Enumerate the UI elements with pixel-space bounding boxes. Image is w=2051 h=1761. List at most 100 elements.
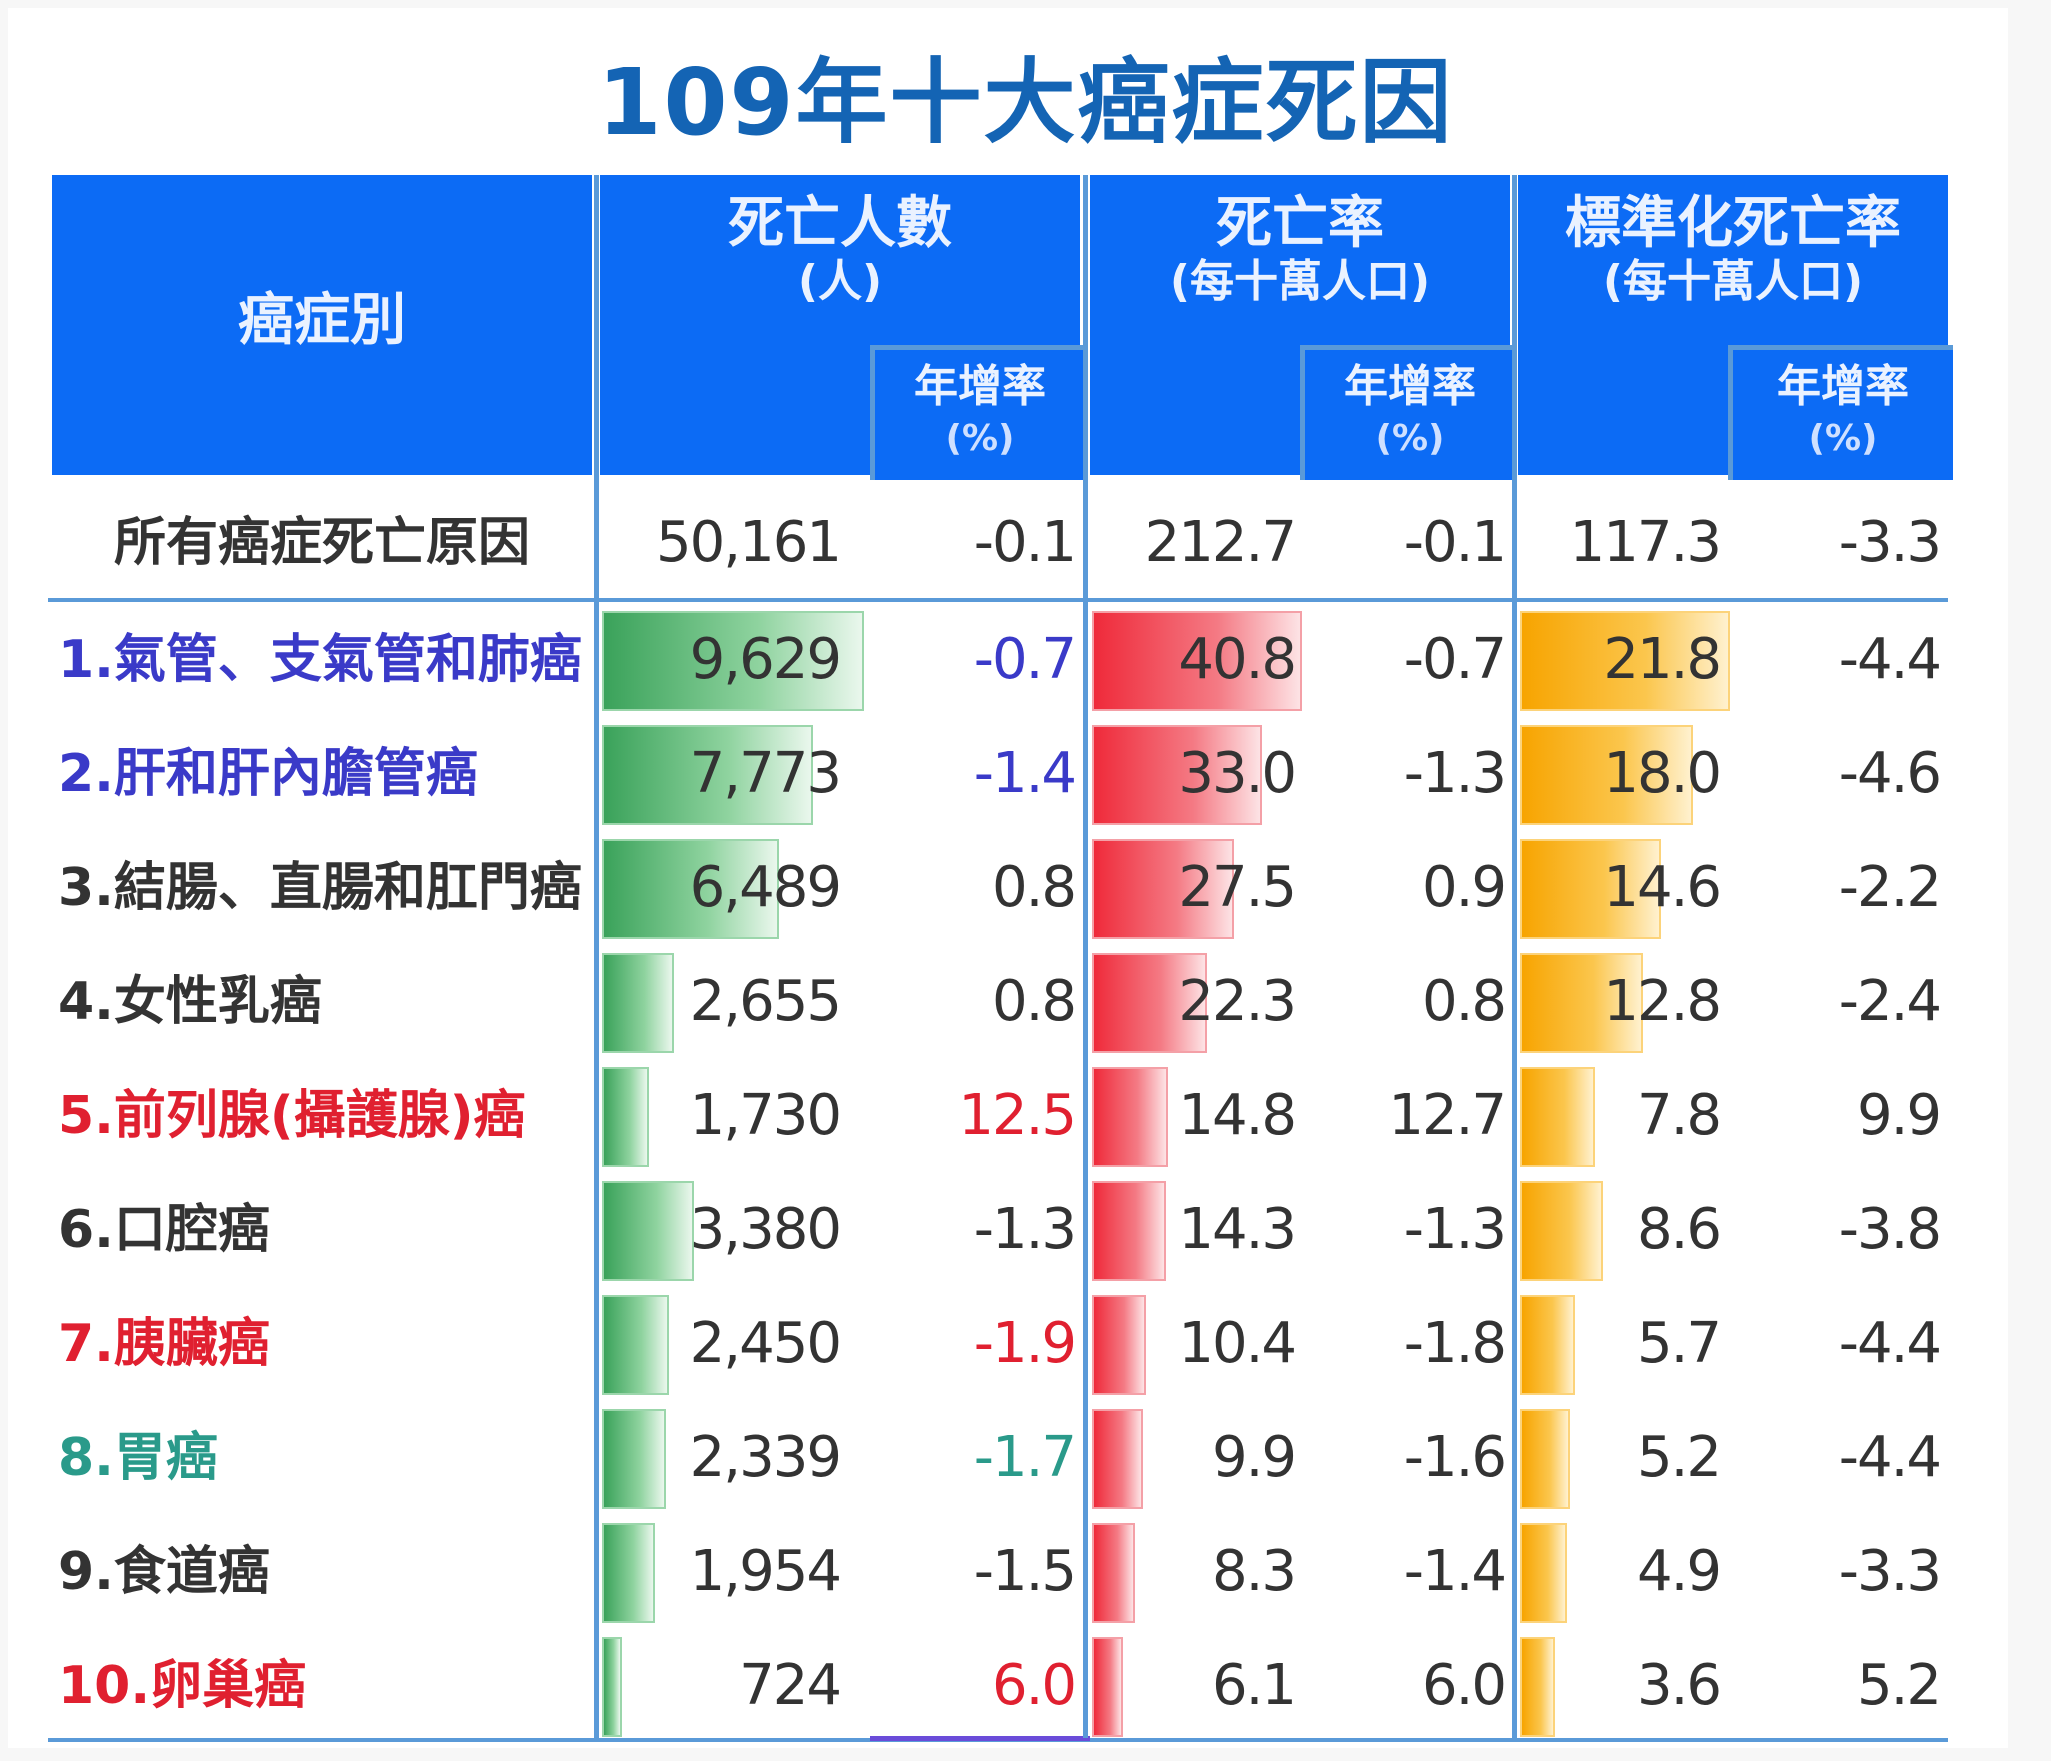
std-rate-bar	[1520, 1067, 1596, 1167]
std-rate-label: 8.6	[1636, 1197, 1722, 1262]
deaths-growth-label: 6.0	[991, 1653, 1077, 1718]
cancer-name: 1.氣管、支氣管和肺癌	[58, 630, 582, 690]
deaths-bar	[602, 1637, 622, 1737]
deaths-label: 6,489	[689, 855, 842, 920]
std-rate-growth-label: -4.4	[1838, 1311, 1942, 1376]
deaths-bar	[602, 725, 814, 825]
deaths-growth-label: -1.3	[973, 1197, 1077, 1262]
deaths-label: 7,773	[689, 741, 842, 806]
deaths-label: 3,380	[689, 1197, 842, 1262]
deaths-label: 9,629	[689, 627, 842, 692]
deaths-bar	[602, 1523, 656, 1623]
std-rate-bar	[1520, 1409, 1571, 1509]
rate-growth-label: -1.3	[1403, 1197, 1507, 1262]
rate-label: 33.0	[1178, 741, 1297, 806]
total-row-std-rate: 117.3	[1569, 510, 1722, 575]
divider-name	[594, 175, 599, 1738]
rate-label: 27.5	[1178, 855, 1297, 920]
std-rate-bar	[1520, 839, 1661, 939]
header-deaths-growth: 年增率 (%)	[870, 345, 1085, 480]
std-rate-growth-label: -3.8	[1838, 1197, 1942, 1262]
cancer-name: 8.胃癌	[58, 1428, 218, 1488]
header-deaths-growth-line2: (%)	[945, 418, 1015, 459]
deaths-bar	[602, 1295, 669, 1395]
header-rate-growth-line1: 年增率	[1344, 361, 1476, 412]
deaths-label: 724	[739, 1653, 842, 1718]
total-row-deaths: 50,161	[656, 510, 842, 575]
std-rate-label: 12.8	[1603, 969, 1722, 1034]
rate-bar	[1092, 1181, 1166, 1281]
total-row-deaths-growth: -0.1	[973, 510, 1077, 575]
deaths-growth-label: -0.7	[973, 627, 1077, 692]
deaths-bar	[602, 953, 675, 1053]
cancer-name: 4.女性乳癌	[58, 972, 322, 1032]
deaths-bar	[602, 611, 864, 711]
cancer-name: 6.口腔癌	[58, 1200, 270, 1260]
total-row-rate-growth: -0.1	[1403, 510, 1507, 575]
std-rate-growth-label: 5.2	[1856, 1653, 1942, 1718]
header-cancer-type: 癌症別	[52, 175, 592, 475]
cancer-name: 2.肝和肝內膽管癌	[58, 744, 478, 804]
bottom-accent-line	[870, 1736, 1090, 1741]
divider-rate	[1512, 175, 1517, 1738]
header-rate-growth-line2: (%)	[1375, 418, 1445, 459]
total-row-name: 所有癌症死亡原因	[113, 513, 530, 573]
rate-bar	[1092, 1637, 1124, 1737]
cancer-name: 5.前列腺(攝護腺)癌	[58, 1086, 526, 1146]
deaths-label: 2,339	[689, 1425, 842, 1490]
std-rate-bar	[1520, 1295, 1575, 1395]
total-row-std-rate-growth: -3.3	[1838, 510, 1942, 575]
cancer-name: 7.胰臟癌	[58, 1314, 270, 1374]
rate-growth-label: -1.4	[1403, 1539, 1507, 1604]
std-rate-bar	[1520, 1523, 1568, 1623]
rate-label: 22.3	[1178, 969, 1297, 1034]
header-deaths-line2: (人)	[797, 256, 883, 307]
rate-growth-label: 0.8	[1421, 969, 1507, 1034]
rate-growth-label: 6.0	[1421, 1653, 1507, 1718]
deaths-label: 2,450	[689, 1311, 842, 1376]
rate-bar	[1092, 1409, 1143, 1509]
std-rate-growth-label: -2.2	[1838, 855, 1942, 920]
rate-bar	[1092, 953, 1207, 1053]
std-rate-growth-label: -3.3	[1838, 1539, 1942, 1604]
deaths-label: 2,655	[689, 969, 842, 1034]
std-rate-label: 4.9	[1636, 1539, 1722, 1604]
std-rate-growth-label: 9.9	[1856, 1083, 1942, 1148]
deaths-bar	[602, 839, 779, 939]
rate-bar	[1092, 839, 1234, 939]
deaths-bar	[602, 1409, 666, 1509]
std-rate-label: 21.8	[1603, 627, 1722, 692]
deaths-growth-label: -1.9	[973, 1311, 1077, 1376]
cancer-name: 10.卵巢癌	[58, 1656, 307, 1716]
rate-label: 8.3	[1211, 1539, 1297, 1604]
header-cancer-type-label: 癌症別	[238, 288, 406, 353]
deaths-bar	[602, 1181, 694, 1281]
chart-title: 109年十大癌症死因	[597, 49, 1454, 156]
std-rate-bar	[1520, 725, 1694, 825]
std-rate-bar	[1520, 1637, 1555, 1737]
header-std-rate-line1: 標準化死亡率	[1565, 191, 1901, 256]
header-rate-line1: 死亡率	[1216, 191, 1384, 256]
cancer-name: 9.食道癌	[58, 1542, 270, 1602]
std-rate-label: 18.0	[1603, 741, 1722, 806]
header-rate-line2: (每十萬人口)	[1169, 256, 1431, 307]
std-rate-growth-label: -2.4	[1838, 969, 1942, 1034]
std-rate-label: 5.2	[1636, 1425, 1722, 1490]
deaths-growth-label: -1.5	[973, 1539, 1077, 1604]
std-rate-growth-label: -4.4	[1838, 627, 1942, 692]
rate-label: 10.4	[1178, 1311, 1297, 1376]
cancer-name: 3.結腸、直腸和肛門癌	[58, 858, 582, 918]
rate-label: 9.9	[1211, 1425, 1297, 1490]
header-std-rate-line2: (每十萬人口)	[1602, 256, 1864, 307]
rate-bar	[1092, 1067, 1169, 1167]
deaths-growth-label: -1.4	[973, 741, 1077, 806]
std-rate-growth-label: -4.6	[1838, 741, 1942, 806]
rate-growth-label: -1.3	[1403, 741, 1507, 806]
std-rate-label: 14.6	[1603, 855, 1722, 920]
header-deaths-growth-line1: 年增率	[914, 361, 1046, 412]
header-std-rate-growth-line1: 年增率	[1777, 361, 1909, 412]
deaths-growth-label: 0.8	[991, 969, 1077, 1034]
total-row-separator	[48, 598, 1948, 602]
rate-growth-label: -1.8	[1403, 1311, 1507, 1376]
rate-growth-label: 0.9	[1421, 855, 1507, 920]
